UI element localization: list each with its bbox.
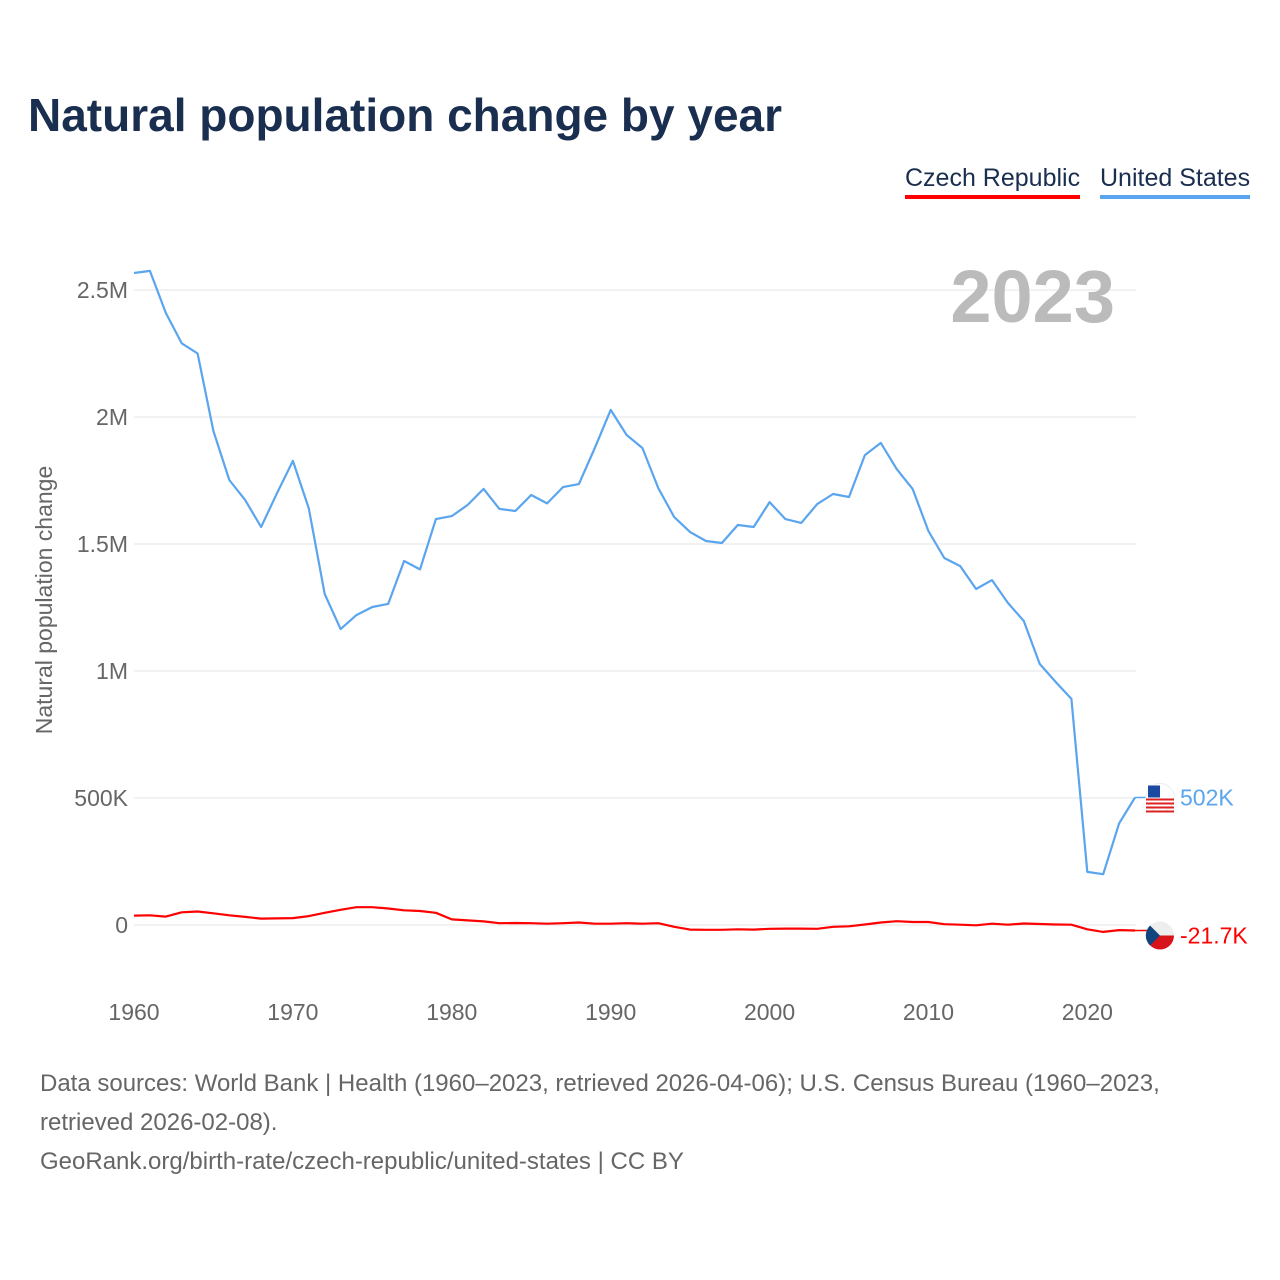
y-tick-label: 2.5M: [77, 277, 128, 303]
legend-united-states[interactable]: United States: [1100, 164, 1251, 199]
x-tick-label: 2000: [744, 999, 795, 1025]
series-line-czech-republic: [133, 906, 1136, 934]
y-tick-label: 1.5M: [77, 531, 128, 557]
y-tick-label: 0: [115, 912, 128, 938]
x-tick-label: 2010: [903, 999, 954, 1025]
y-tick-label: 1M: [96, 658, 128, 684]
end-value-label: 502K: [1180, 784, 1234, 810]
footer: Data sources: World Bank | Health (1960–…: [40, 1064, 1250, 1181]
x-tick-label: 2020: [1062, 999, 1113, 1025]
us-flag-stripe: [1146, 806, 1174, 809]
chart-title: Natural population change by year: [28, 89, 783, 141]
us-flag-stripe: [1146, 798, 1174, 801]
x-tick-label: 1990: [585, 999, 636, 1025]
us-flag-stripe: [1146, 810, 1174, 813]
czech-flag-triangle: [1145, 925, 1160, 946]
us-flag-canton: [1148, 785, 1160, 798]
us-flag-stripe: [1146, 802, 1174, 805]
x-tick-label: 1960: [108, 999, 159, 1025]
legend-czech-republic[interactable]: Czech Republic: [905, 164, 1081, 199]
source-link[interactable]: GeoRank.org/birth-rate/czech-republic/un…: [40, 1148, 684, 1175]
series-line-united-states: [133, 269, 1136, 876]
year-watermark: 2023: [950, 255, 1115, 338]
y-axis-label: Natural population change: [31, 466, 57, 735]
end-value-label: -21.7K: [1180, 923, 1248, 949]
data-sources: Data sources: World Bank | Health (1960–…: [40, 1070, 1160, 1136]
y-tick-label: 500K: [74, 785, 128, 811]
x-tick-label: 1970: [267, 999, 318, 1025]
x-tick-label: 1980: [426, 999, 477, 1025]
y-tick-label: 2M: [96, 404, 128, 430]
